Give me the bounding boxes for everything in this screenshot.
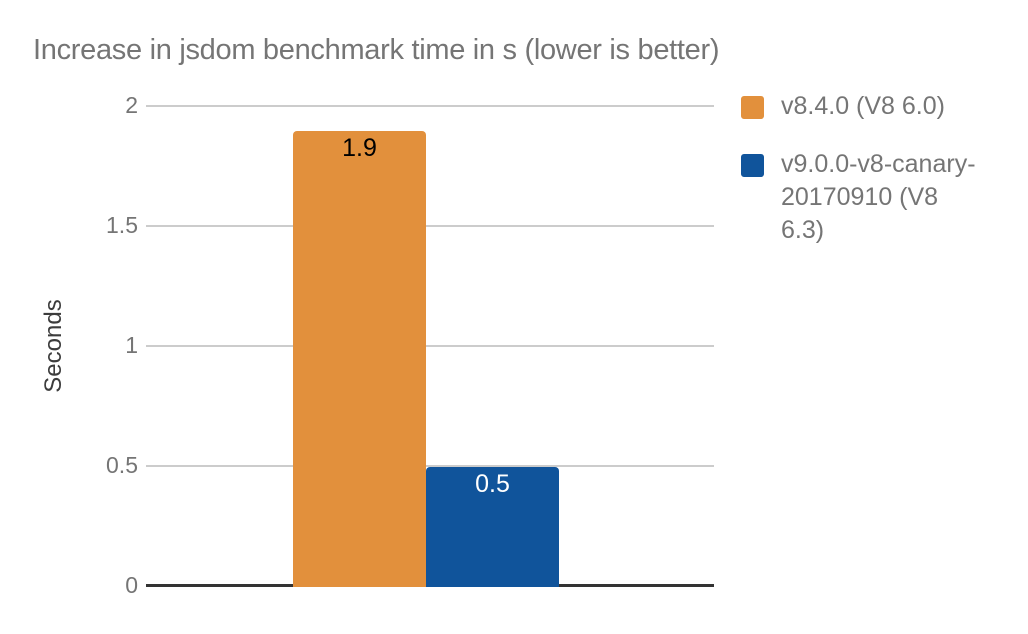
- y-tick-label: 1.5: [106, 212, 138, 238]
- legend: v8.4.0 (V8 6.0) v9.0.0-v8-canary- 20170910…: [741, 92, 1021, 276]
- legend-swatch-icon: [741, 96, 764, 119]
- bar-value-label: 0.5: [475, 470, 510, 498]
- y-tick-label: 0: [125, 572, 138, 598]
- bar-series-1: 1.9: [293, 131, 426, 587]
- gridline: [146, 105, 714, 107]
- bar-series-2: 0.5: [426, 467, 559, 587]
- gridline: [146, 345, 714, 347]
- plot-area: 1.9 0.5: [146, 105, 714, 587]
- y-tick-label: 1: [125, 332, 138, 358]
- bar-value-label: 1.9: [342, 134, 377, 162]
- legend-swatch-icon: [741, 154, 764, 177]
- legend-item-2: v9.0.0-v8-canary- 20170910 (V8 6.3): [741, 150, 1021, 247]
- y-tick-label: 2: [125, 92, 138, 118]
- legend-label: v8.4.0 (V8 6.0): [781, 92, 945, 120]
- legend-label: v9.0.0-v8-canary- 20170910 (V8 6.3): [781, 150, 976, 244]
- y-tick-label: 0.5: [106, 452, 138, 478]
- y-axis-tick-labels: 0 0.5 1 1.5 2: [0, 94, 138, 597]
- gridline: [146, 225, 714, 227]
- gridline: [146, 465, 714, 467]
- chart-title: Increase in jsdom benchmark time in s (l…: [33, 34, 720, 66]
- legend-item-1: v8.4.0 (V8 6.0): [741, 92, 1021, 123]
